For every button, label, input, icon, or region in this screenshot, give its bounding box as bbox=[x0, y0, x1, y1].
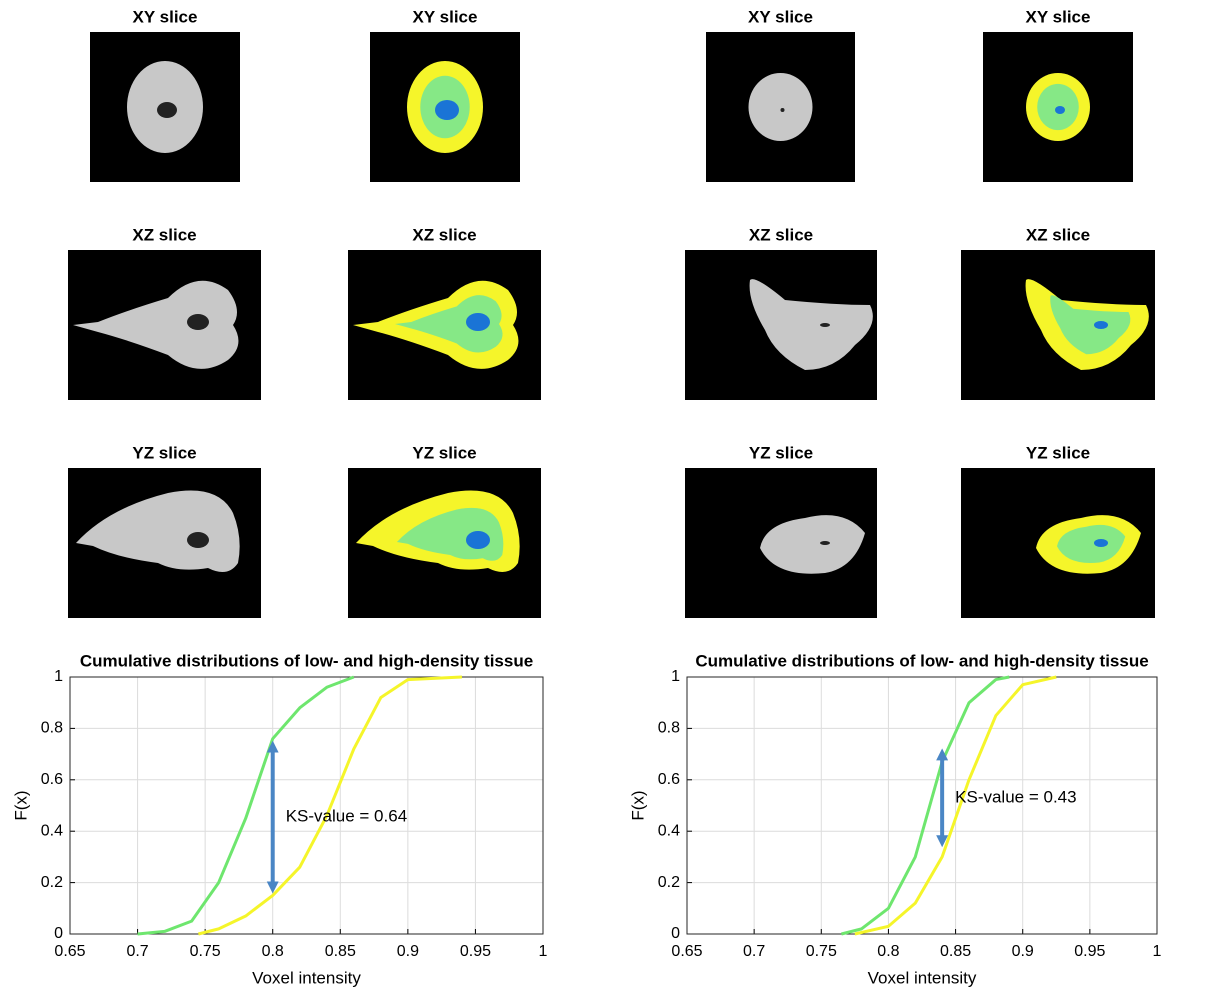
y-tick-label: 0.8 bbox=[41, 720, 63, 737]
tissue-group bbox=[76, 490, 240, 572]
x-tick-label: 0.85 bbox=[940, 943, 971, 960]
tissue-inner bbox=[1050, 295, 1131, 355]
x-tick-label: 0.65 bbox=[54, 943, 85, 960]
image-title: YZ slice bbox=[749, 443, 813, 462]
slice-image bbox=[348, 468, 541, 618]
tissue-inner bbox=[395, 295, 503, 353]
slice-image bbox=[706, 32, 855, 182]
chart-title: Cumulative distributions of low- and hig… bbox=[80, 651, 533, 670]
slice-image bbox=[348, 250, 541, 400]
tissue-group bbox=[73, 280, 239, 369]
x-tick-label: 0.65 bbox=[671, 943, 702, 960]
y-axis-label: F(x) bbox=[11, 790, 30, 820]
core bbox=[187, 532, 209, 548]
plot-frame bbox=[686, 676, 1158, 935]
x-tick-label: 0.95 bbox=[460, 943, 491, 960]
core bbox=[466, 313, 490, 331]
x-tick-label: 0.9 bbox=[1012, 943, 1034, 960]
slice-image bbox=[961, 250, 1155, 400]
x-tick-label: 0.7 bbox=[743, 943, 765, 960]
tissue-group bbox=[760, 515, 865, 574]
image-title: XY slice bbox=[133, 7, 198, 26]
x-tick-label: 0.7 bbox=[126, 943, 148, 960]
image-title: XZ slice bbox=[749, 225, 813, 244]
image-title: YZ slice bbox=[132, 443, 196, 462]
x-axis-label: Voxel intensity bbox=[252, 968, 361, 987]
x-tick-label: 0.85 bbox=[325, 943, 356, 960]
tissue bbox=[749, 279, 873, 370]
core bbox=[1094, 539, 1108, 547]
core bbox=[187, 314, 209, 330]
image-title: XZ slice bbox=[1026, 225, 1090, 244]
tissue-group bbox=[1036, 515, 1141, 574]
cdf-line bbox=[198, 675, 462, 936]
slice-image bbox=[68, 250, 261, 400]
core bbox=[435, 100, 459, 120]
tissue-inner bbox=[1057, 524, 1126, 563]
image-title: YZ slice bbox=[1026, 443, 1090, 462]
annotation: KS-value = 0.43 bbox=[955, 787, 1076, 806]
slice-image bbox=[90, 32, 240, 182]
y-tick-label: 1 bbox=[54, 668, 63, 685]
tissue bbox=[760, 515, 865, 574]
x-tick-label: 0.8 bbox=[262, 943, 284, 960]
cdf-line bbox=[841, 675, 1010, 936]
x-tick-label: 0.9 bbox=[397, 943, 419, 960]
y-tick-label: 0 bbox=[54, 925, 63, 942]
tissue bbox=[73, 280, 239, 369]
slice-image bbox=[961, 468, 1155, 618]
x-tick-label: 1 bbox=[539, 943, 548, 960]
plot-area bbox=[687, 677, 1157, 934]
slice-image bbox=[685, 468, 877, 618]
y-tick-label: 0.2 bbox=[41, 874, 63, 891]
core bbox=[820, 541, 830, 545]
x-tick-label: 1 bbox=[1153, 943, 1162, 960]
slice-image bbox=[685, 250, 877, 400]
x-tick-label: 0.75 bbox=[806, 943, 837, 960]
tissue-group bbox=[749, 279, 873, 370]
x-tick-label: 0.95 bbox=[1074, 943, 1105, 960]
image-title: XZ slice bbox=[132, 225, 196, 244]
y-tick-label: 0.2 bbox=[658, 874, 680, 891]
tissue bbox=[76, 490, 240, 572]
y-tick-label: 0 bbox=[671, 925, 680, 942]
image-title: XZ slice bbox=[412, 225, 476, 244]
image-title: XY slice bbox=[1026, 7, 1091, 26]
core bbox=[1055, 106, 1065, 114]
tissue-group bbox=[1025, 279, 1149, 370]
annotation: KS-value = 0.64 bbox=[286, 807, 407, 826]
chart-title: Cumulative distributions of low- and hig… bbox=[695, 651, 1148, 670]
tissue-group bbox=[353, 280, 519, 369]
tissue bbox=[748, 73, 813, 141]
slice-image bbox=[370, 32, 520, 182]
y-tick-label: 0.4 bbox=[658, 822, 680, 839]
cdf-line bbox=[137, 675, 355, 936]
plot-area bbox=[70, 677, 543, 934]
core bbox=[820, 323, 830, 327]
x-tick-label: 0.75 bbox=[190, 943, 221, 960]
y-axis-label: F(x) bbox=[628, 790, 647, 820]
y-tick-label: 1 bbox=[671, 668, 680, 685]
core bbox=[157, 102, 177, 118]
y-tick-label: 0.6 bbox=[41, 771, 63, 788]
cdf-line bbox=[854, 675, 1057, 936]
y-tick-label: 0.4 bbox=[41, 822, 63, 839]
core bbox=[1094, 321, 1108, 329]
image-title: XY slice bbox=[413, 7, 478, 26]
core bbox=[780, 108, 785, 112]
image-title: YZ slice bbox=[412, 443, 476, 462]
core bbox=[466, 531, 490, 549]
image-title: XY slice bbox=[748, 7, 813, 26]
x-axis-label: Voxel intensity bbox=[868, 968, 977, 987]
x-tick-label: 0.8 bbox=[877, 943, 899, 960]
slice-image bbox=[68, 468, 261, 618]
tissue-group bbox=[356, 490, 520, 572]
slice-image bbox=[983, 32, 1133, 182]
plot-frame bbox=[69, 676, 544, 935]
y-tick-label: 0.8 bbox=[658, 720, 680, 737]
y-tick-label: 0.6 bbox=[658, 771, 680, 788]
